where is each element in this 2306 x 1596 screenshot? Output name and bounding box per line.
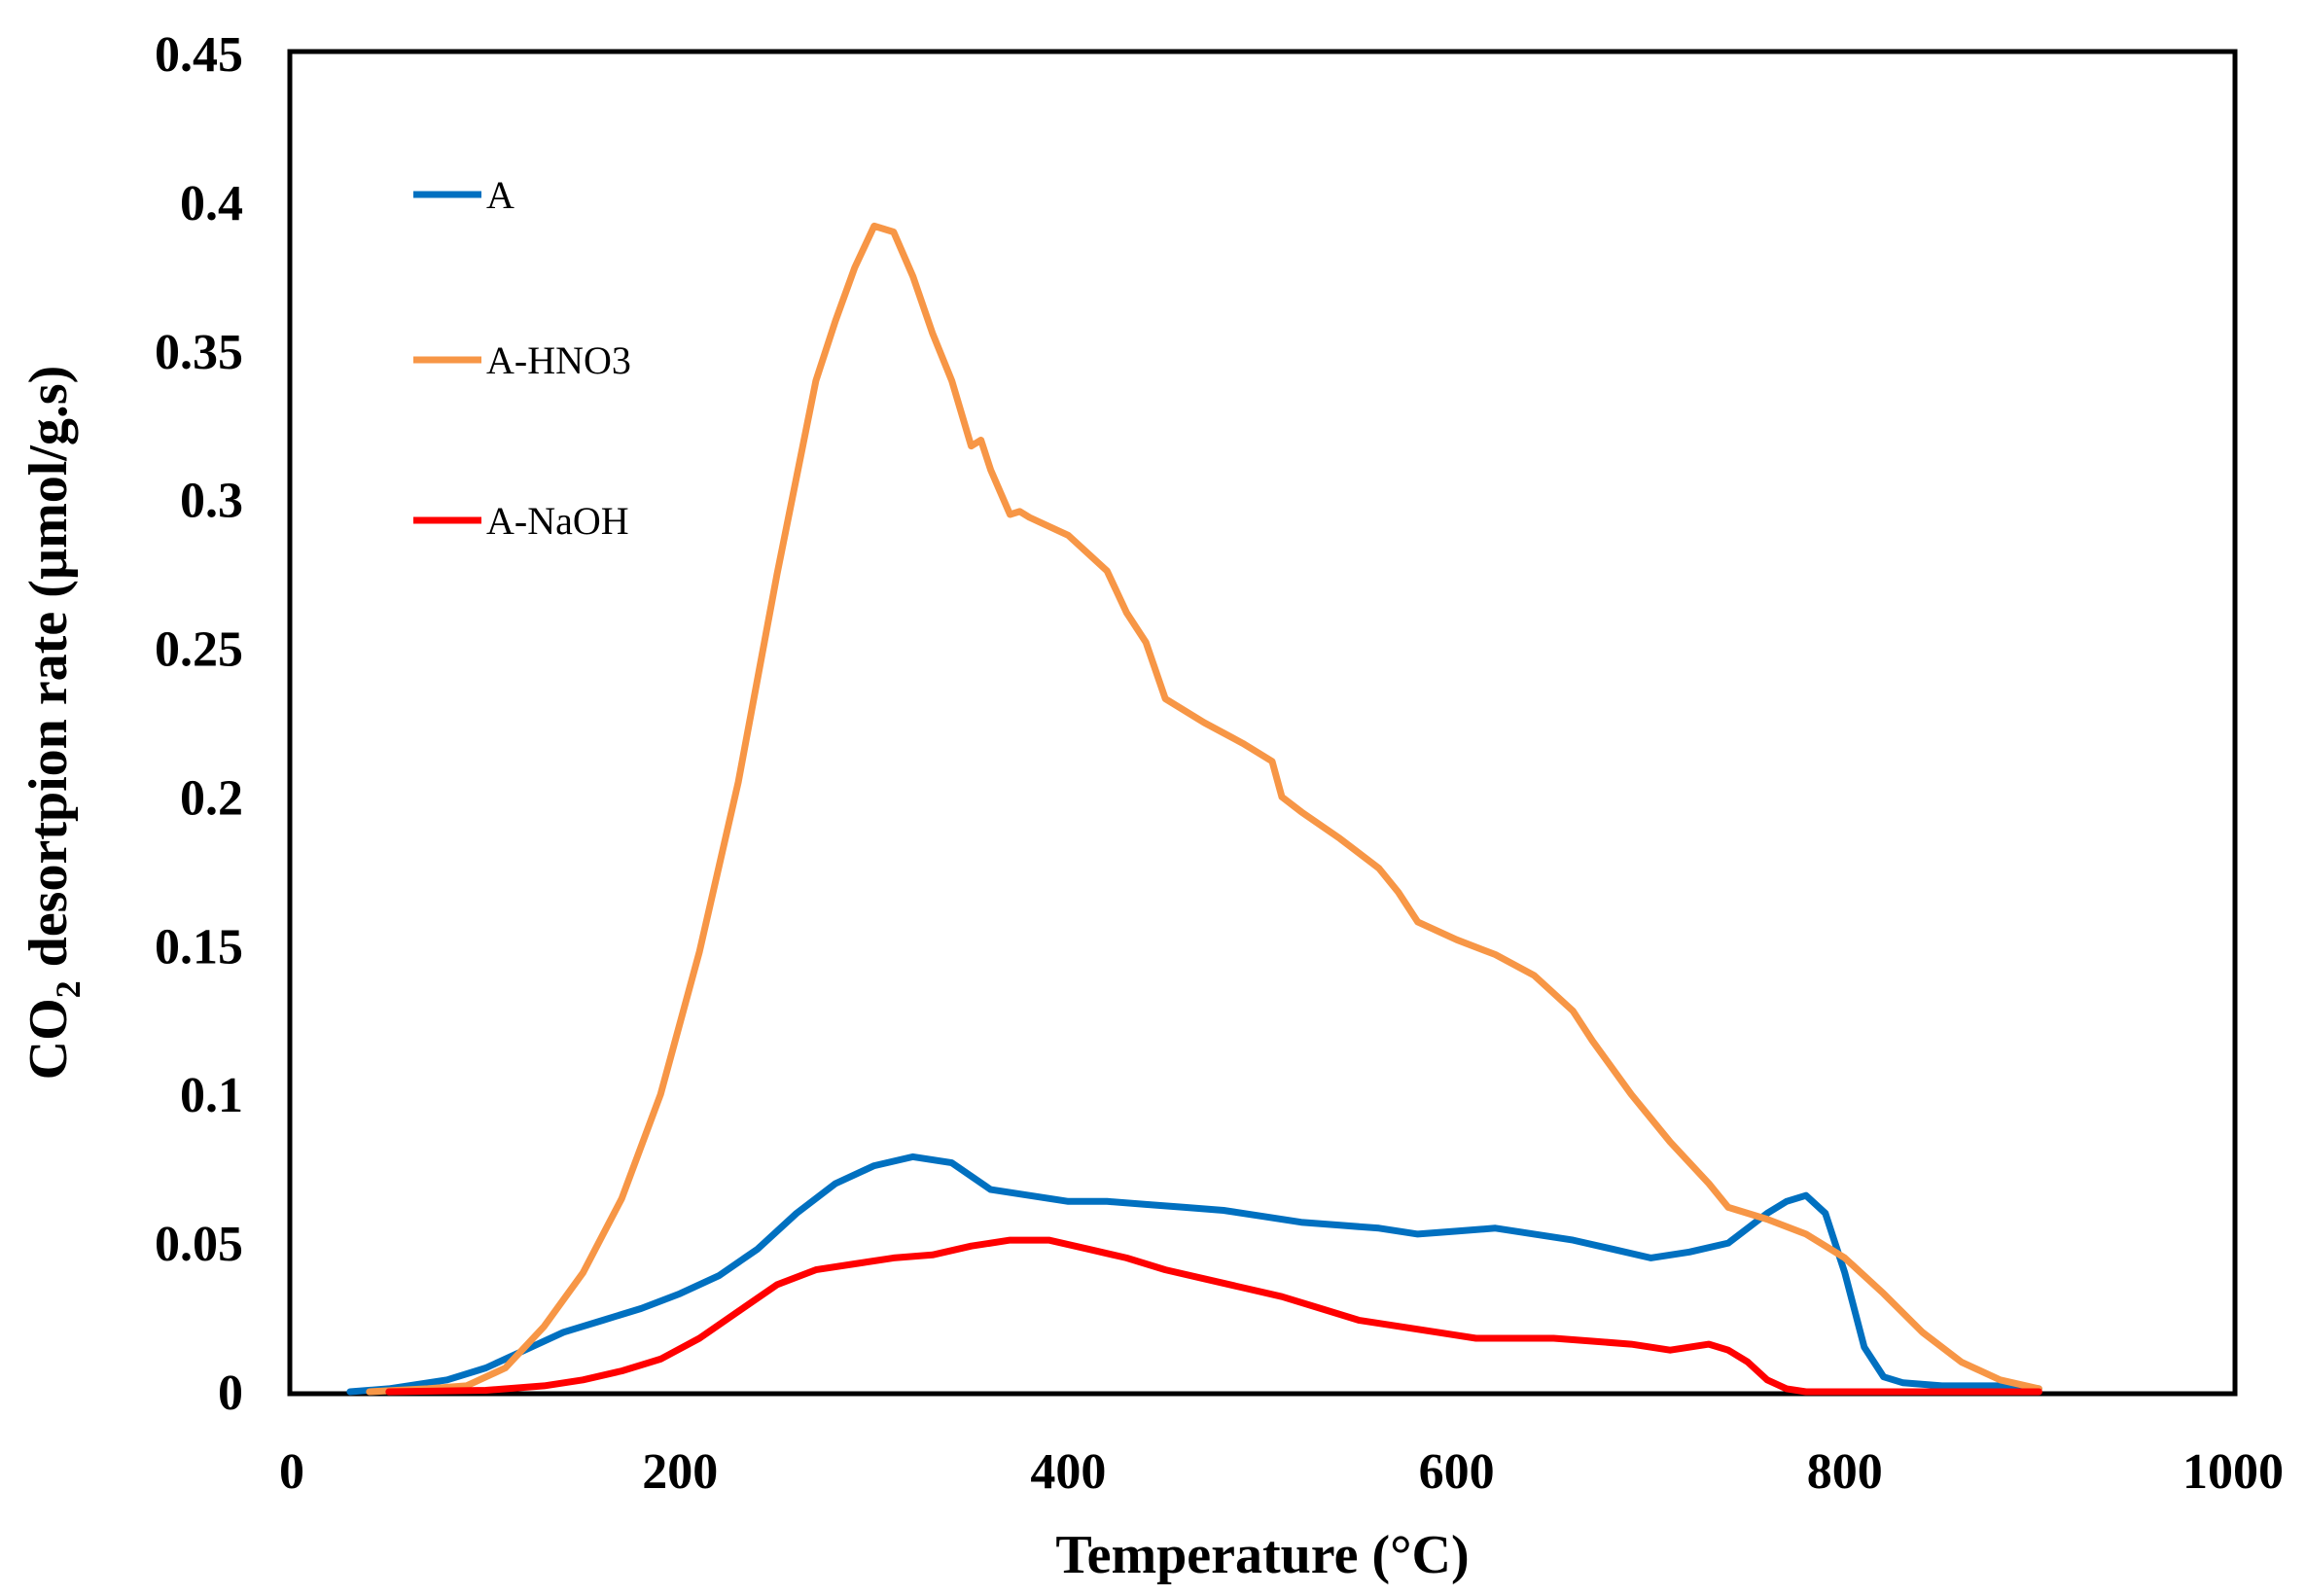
y-axis-title-subscript: 2 [49,980,88,998]
y-tick-label: 0.35 [155,325,243,380]
y-tick-label: 0.1 [180,1068,243,1123]
x-tick-label: 400 [1030,1444,1106,1500]
y-tick-label: 0.25 [155,622,243,678]
plot-area-frame [287,49,2238,1397]
legend-label-a: A [486,173,514,217]
y-tick-label: 0 [218,1365,243,1421]
x-tick-label: 800 [1807,1444,1883,1500]
series-layer [346,222,2042,1396]
series-line-a-naoh [385,1236,2042,1396]
series-line-a [346,1153,2042,1396]
y-tick-label: 0.15 [155,919,243,975]
legend: A A-HNO3 A-NaOH [413,173,631,543]
x-tick-label: 1000 [2182,1444,2284,1500]
y-tick-label: 0.05 [155,1217,243,1272]
x-tick-label: 0 [279,1444,304,1500]
y-axis-title: CO2 desortpion rate (µmol/g.s) [18,366,88,1081]
y-tick-label: 0.45 [155,27,243,83]
x-axis-title: Temperature (°C) [1055,1525,1469,1585]
y-tick-label: 0.3 [180,474,243,529]
legend-label-a-naoh: A-NaOH [486,499,629,543]
y-tick-label: 0.4 [180,176,243,231]
x-tick-label: 600 [1419,1444,1495,1500]
y-tick-label: 0.2 [180,770,243,826]
y-axis-ticks: 0 0.05 0.1 0.15 0.2 0.25 0.3 0.35 0.4 0.45 [155,27,243,1421]
x-tick-label: 200 [642,1444,718,1500]
y-axis-title-main: CO [18,998,79,1080]
legend-label-a-hno3: A-HNO3 [486,338,631,382]
x-axis-ticks: 0 200 400 600 800 1000 [279,1444,2284,1500]
series-line-a-hno3 [366,222,2042,1396]
y-axis-title-rest: desortpion rate (µmol/g.s) [18,366,79,981]
